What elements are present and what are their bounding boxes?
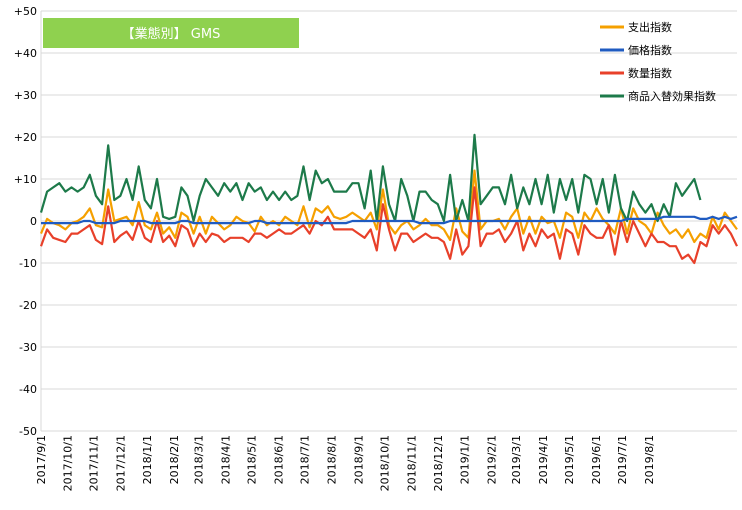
y-tick-label: +30 <box>14 89 37 102</box>
x-axis-ticks: 2017/9/1 2017/10/1 2017/11/1 2017/12/1 2018/… <box>35 435 656 491</box>
x-tick-label: 2018/4/1 <box>219 435 232 484</box>
series-lines <box>39 133 738 265</box>
y-tick-label: -10 <box>19 257 37 270</box>
x-tick-label: 2018/9/1 <box>352 435 365 484</box>
x-tick-label: 2018/8/1 <box>326 435 339 484</box>
series-line-1 <box>41 215 738 225</box>
x-tick-label: 2018/6/1 <box>272 435 285 484</box>
x-tick-label: 2018/1/1 <box>141 435 154 484</box>
x-tick-label: 2019/6/1 <box>590 435 603 484</box>
x-tick-label: 2018/12/1 <box>432 435 445 491</box>
y-tick-label: -50 <box>19 425 37 438</box>
y-tick-label: -40 <box>19 383 37 396</box>
x-tick-label: 2019/7/1 <box>616 435 629 484</box>
x-tick-label: 2019/3/1 <box>510 435 523 484</box>
x-tick-label: 2018/7/1 <box>299 435 312 484</box>
series-line-3 <box>39 133 702 223</box>
x-tick-label: 2017/9/1 <box>35 435 48 484</box>
x-tick-label: 2019/2/1 <box>486 435 499 484</box>
x-tick-label: 2017/12/1 <box>114 435 127 491</box>
legend-label: 価格指数 <box>628 43 672 57</box>
chart-title: 【業態別】 GMS <box>122 26 221 42</box>
x-tick-label: 2019/5/1 <box>563 435 576 484</box>
x-tick-label: 2018/5/1 <box>246 435 259 484</box>
chart-title-box: 【業態別】 GMS <box>43 18 299 48</box>
x-tick-label: 2018/10/1 <box>379 435 392 491</box>
x-tick-label: 2018/11/1 <box>406 435 419 491</box>
y-tick-label: +10 <box>14 173 37 186</box>
legend-label: 支出指数 <box>628 20 672 34</box>
x-tick-label: 2019/1/1 <box>459 435 472 484</box>
x-tick-label: 2018/3/1 <box>193 435 206 484</box>
y-tick-label: +20 <box>14 131 37 144</box>
x-tick-label: 2019/4/1 <box>537 435 550 484</box>
y-tick-label: +50 <box>14 5 37 18</box>
legend-label: 商品入替効果指数 <box>628 89 716 103</box>
x-tick-label: 2017/11/1 <box>88 435 101 491</box>
y-tick-label: -30 <box>19 341 37 354</box>
y-tick-label: +40 <box>14 47 37 60</box>
y-tick-label: 0 <box>30 215 37 228</box>
x-tick-label: 2019/8/1 <box>643 435 656 484</box>
legend-label: 数量指数 <box>628 66 672 80</box>
x-tick-label: 2017/10/1 <box>61 435 74 491</box>
x-tick-label: 2018/2/1 <box>168 435 181 484</box>
y-tick-label: -20 <box>19 299 37 312</box>
y-axis-ticks: +50 +40 +30 +20 +10 0 -10 -20 -30 -40 -50 <box>14 5 37 438</box>
